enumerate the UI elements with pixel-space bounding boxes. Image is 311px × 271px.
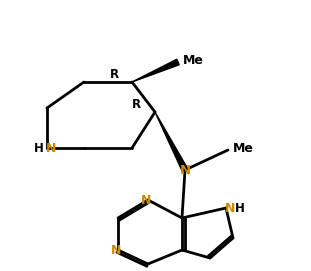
Polygon shape: [155, 112, 188, 171]
Text: R: R: [132, 98, 141, 111]
Text: N: N: [141, 193, 151, 207]
Polygon shape: [132, 59, 179, 82]
Text: Me: Me: [233, 141, 253, 154]
Text: R: R: [109, 67, 118, 80]
Text: H: H: [235, 202, 245, 215]
Text: N: N: [46, 141, 56, 154]
Text: H: H: [34, 141, 44, 154]
Text: N: N: [111, 244, 121, 256]
Text: N: N: [225, 202, 235, 215]
Text: N: N: [179, 163, 191, 176]
Text: Me: Me: [183, 53, 203, 66]
